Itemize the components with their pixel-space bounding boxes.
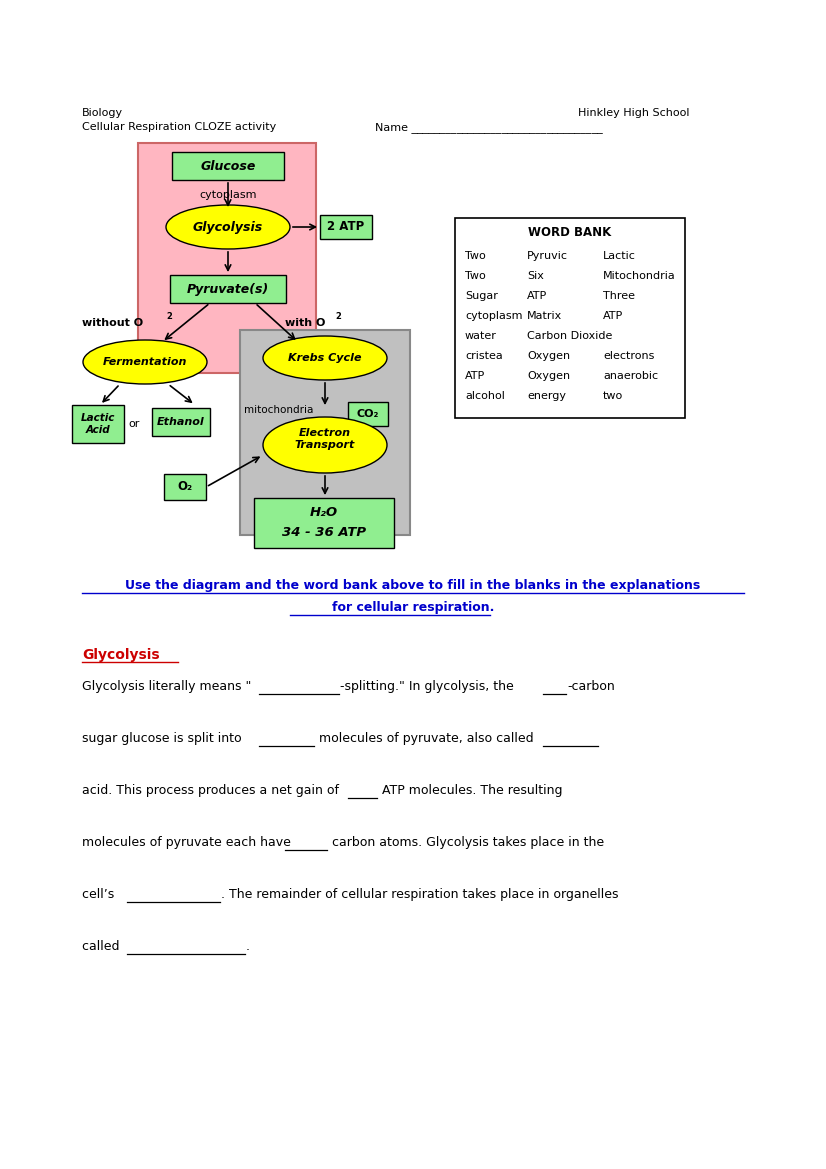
Text: Matrix: Matrix — [527, 311, 563, 321]
FancyBboxPatch shape — [172, 152, 284, 180]
Text: O₂: O₂ — [178, 480, 192, 493]
Text: Lactic
Acid: Lactic Acid — [81, 413, 115, 435]
Text: cytoplasm: cytoplasm — [199, 191, 257, 200]
Text: cell’s: cell’s — [82, 888, 118, 901]
Text: Glucose: Glucose — [201, 159, 256, 173]
Text: Two: Two — [465, 251, 486, 261]
Ellipse shape — [263, 336, 387, 380]
Text: 34 - 36 ATP: 34 - 36 ATP — [282, 526, 366, 539]
Text: mitochondria: mitochondria — [244, 404, 313, 415]
Text: .: . — [246, 940, 249, 953]
Text: cristea: cristea — [465, 351, 503, 361]
Text: ATP: ATP — [465, 371, 485, 381]
Text: ATP: ATP — [527, 291, 548, 300]
FancyBboxPatch shape — [138, 143, 316, 373]
Text: with O: with O — [285, 318, 325, 328]
Text: molecules of pyruvate, also called: molecules of pyruvate, also called — [315, 732, 538, 745]
Text: Pyruvic: Pyruvic — [527, 251, 568, 261]
Text: energy: energy — [527, 390, 566, 401]
FancyBboxPatch shape — [170, 275, 286, 303]
Text: for cellular respiration.: for cellular respiration. — [332, 602, 494, 615]
Text: Electron
Transport: Electron Transport — [295, 428, 355, 450]
Text: . The remainder of cellular respiration takes place in organelles: . The remainder of cellular respiration … — [221, 888, 618, 901]
FancyBboxPatch shape — [240, 330, 410, 535]
Text: -splitting." In glycolysis, the: -splitting." In glycolysis, the — [340, 680, 518, 693]
Text: Glycolysis: Glycolysis — [82, 648, 159, 662]
Text: called: called — [82, 940, 124, 953]
Text: Oxygen: Oxygen — [527, 371, 570, 381]
Text: ATP molecules. The resulting: ATP molecules. The resulting — [378, 784, 563, 797]
Ellipse shape — [263, 417, 387, 473]
Text: 2 ATP: 2 ATP — [327, 221, 364, 234]
Text: two: two — [603, 390, 624, 401]
Text: water: water — [465, 331, 497, 341]
Text: Hinkley High School: Hinkley High School — [578, 108, 690, 118]
FancyBboxPatch shape — [320, 215, 372, 238]
FancyBboxPatch shape — [254, 498, 394, 548]
Text: Ethanol: Ethanol — [157, 417, 205, 427]
Text: Carbon Dioxide: Carbon Dioxide — [527, 331, 612, 341]
FancyBboxPatch shape — [72, 404, 124, 443]
Text: cytoplasm: cytoplasm — [465, 311, 523, 321]
Text: 2: 2 — [335, 312, 341, 321]
Text: Glycolysis literally means ": Glycolysis literally means " — [82, 680, 251, 693]
Text: electrons: electrons — [603, 351, 654, 361]
Text: molecules of pyruvate each have: molecules of pyruvate each have — [82, 836, 295, 849]
Text: Lactic: Lactic — [603, 251, 636, 261]
Text: sugar glucose is split into: sugar glucose is split into — [82, 732, 245, 745]
Text: Glycolysis: Glycolysis — [193, 221, 263, 234]
Text: Use the diagram and the word bank above to fill in the blanks in the explanation: Use the diagram and the word bank above … — [126, 580, 700, 593]
Text: ATP: ATP — [603, 311, 624, 321]
Text: Cellular Respiration CLOZE activity: Cellular Respiration CLOZE activity — [82, 122, 276, 132]
Text: without O: without O — [82, 318, 143, 328]
Text: 2: 2 — [166, 312, 172, 321]
Ellipse shape — [166, 205, 290, 249]
Text: anaerobic: anaerobic — [603, 371, 658, 381]
Text: acid. This process produces a net gain of: acid. This process produces a net gain o… — [82, 784, 343, 797]
Text: carbon atoms. Glycolysis takes place in the: carbon atoms. Glycolysis takes place in … — [328, 836, 604, 849]
Text: or: or — [128, 419, 140, 429]
FancyBboxPatch shape — [348, 402, 388, 426]
Ellipse shape — [83, 340, 207, 383]
Text: Six: Six — [527, 271, 544, 281]
Text: CO₂: CO₂ — [357, 409, 379, 419]
Text: alcohol: alcohol — [465, 390, 505, 401]
Text: Krebs Cycle: Krebs Cycle — [288, 353, 362, 364]
Text: WORD BANK: WORD BANK — [529, 226, 611, 238]
FancyBboxPatch shape — [164, 473, 206, 500]
Text: Sugar: Sugar — [465, 291, 498, 300]
Text: Fermentation: Fermentation — [102, 357, 188, 367]
Text: Name __________________________________: Name __________________________________ — [375, 122, 603, 133]
Text: H₂O: H₂O — [310, 506, 338, 519]
Text: Three: Three — [603, 291, 635, 300]
FancyBboxPatch shape — [455, 217, 685, 419]
Text: Oxygen: Oxygen — [527, 351, 570, 361]
Text: Pyruvate(s): Pyruvate(s) — [187, 283, 269, 296]
Text: Biology: Biology — [82, 108, 123, 118]
Text: Two: Two — [465, 271, 486, 281]
Text: Mitochondria: Mitochondria — [603, 271, 676, 281]
FancyBboxPatch shape — [152, 408, 210, 436]
Text: -carbon: -carbon — [567, 680, 615, 693]
